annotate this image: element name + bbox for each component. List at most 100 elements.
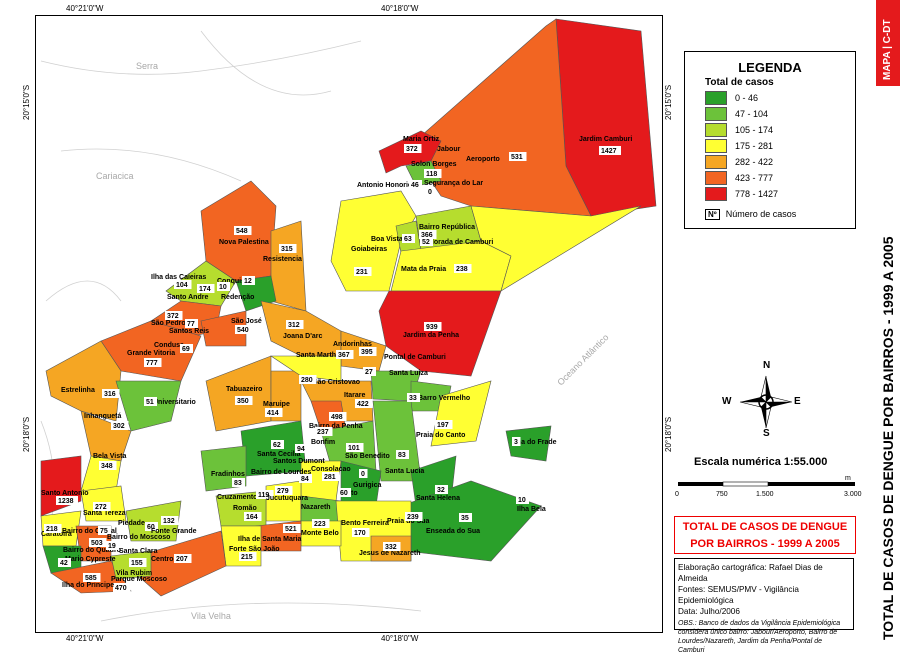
legend-num-row: Nº Número de casos [705, 206, 855, 222]
label-santa-cecilia: Santa Cecilia [257, 451, 301, 458]
label-bairro-de-lourdes: Bairro de Lourdes [251, 469, 311, 476]
case-count: 19 [108, 543, 116, 550]
credits-box: Elaboração cartográfica: Rafael Dias de … [674, 558, 854, 654]
case-count: 51 [146, 399, 154, 406]
case-count-box [144, 358, 162, 367]
case-count-box [404, 144, 422, 153]
label-ilha-de-santa-maria: Ilha de Santa Maria [238, 536, 302, 543]
legend-swatch [705, 91, 727, 105]
case-count-box [129, 558, 147, 567]
label-vila-velha: Vila Velha [191, 611, 231, 621]
label-praia-do-sua: Praia do Sua [387, 518, 430, 525]
label-bairro-do-cabral: Bairro do Cabral [62, 528, 117, 535]
label-barro-vermelho: Barro Vermelho [418, 395, 470, 402]
case-count-box [271, 440, 284, 449]
scale-tick-1: 750 [716, 491, 728, 498]
label-bonfim: Bonfim [311, 439, 335, 446]
case-count-box [424, 169, 442, 178]
case-count: 60 [340, 490, 348, 497]
case-count-box [235, 325, 253, 334]
case-count: 12 [244, 278, 252, 285]
case-count: 332 [385, 544, 397, 551]
case-count: 531 [511, 154, 523, 161]
case-count: 46 [411, 182, 419, 189]
compass-e: E [794, 396, 801, 407]
case-count-box [239, 552, 257, 561]
case-count: 366 [421, 232, 433, 239]
legend-swatch [705, 187, 727, 201]
legend-class-0: 0 - 46 [705, 90, 855, 106]
map-tag: MAPA | C-DT [882, 19, 893, 80]
case-count: 207 [176, 556, 188, 563]
case-count: 10 [518, 497, 526, 504]
label-piedade: Piedade [118, 520, 145, 527]
case-count-box [359, 347, 377, 356]
legend-subtitle: Total de casos [705, 77, 774, 88]
case-count-box [99, 461, 117, 470]
label-serra: Serra [136, 61, 158, 71]
case-count: 422 [357, 401, 369, 408]
case-count-box [83, 573, 101, 582]
case-count: 35 [461, 515, 469, 522]
case-count: 3 [514, 439, 518, 446]
num-symbol: Nº [705, 208, 720, 220]
case-count-box [98, 526, 111, 535]
case-count-box [355, 399, 373, 408]
case-count: 94 [297, 446, 305, 453]
label-goiabeiras: Goiabeiras [351, 246, 387, 253]
label-santa-helena: Santa Helena [416, 495, 460, 502]
case-count-box [275, 486, 293, 495]
case-count: 83 [234, 480, 242, 487]
case-count-box [346, 443, 364, 452]
case-count: 231 [356, 269, 368, 276]
label-jardim-da-penha: Jardim da Penha [403, 332, 459, 339]
case-count: 521 [285, 526, 297, 533]
case-count: 0 [361, 471, 365, 478]
label-jesus-de-nazareth: Jesus de Nazareth [359, 550, 420, 557]
case-count: 350 [237, 398, 249, 405]
case-count: 215 [241, 554, 253, 561]
scale-title: Escala numérica 1:55.000 [694, 456, 828, 468]
credits-author: Elaboração cartográfica: Rafael Dias de … [678, 563, 823, 583]
label-santos-reis: Santos Reis [169, 328, 209, 335]
case-count-box [111, 421, 129, 430]
case-count: 777 [146, 360, 158, 367]
coord-bottom-right: 40°18'0"W [381, 634, 419, 643]
case-count: 104 [176, 282, 188, 289]
label-conquista: Conquista [217, 278, 251, 285]
case-count-box [283, 524, 301, 533]
case-count: 77 [187, 321, 195, 328]
poly-tabuazeiro [205, 355, 272, 432]
case-count: 540 [237, 327, 249, 334]
case-count-box [244, 512, 262, 521]
label-ocean: Oceano Atlântico [555, 332, 610, 387]
case-count-box [113, 583, 131, 592]
num-label: Número de casos [725, 209, 797, 219]
case-count-box [161, 516, 179, 525]
case-count-box [509, 152, 527, 161]
case-count-box [336, 350, 354, 359]
case-count: 395 [361, 349, 373, 356]
case-count-box [174, 280, 192, 289]
label-boa-vista: Boa Vista [371, 236, 403, 243]
case-count: 60 [147, 524, 155, 531]
case-count-box [338, 488, 351, 497]
label-joana-d-arc: Joana D'arc [283, 333, 323, 340]
legend-swatch [705, 107, 727, 121]
case-count: 238 [456, 266, 468, 273]
compass-w: W [722, 396, 732, 407]
case-count: 316 [104, 391, 116, 398]
case-count: 32 [437, 487, 445, 494]
scale-tick-2: 1.500 [756, 491, 774, 498]
label-centro: Centro [151, 556, 174, 563]
poly-ilha-caieiras [165, 260, 237, 307]
case-count-box [354, 267, 372, 276]
label-ilha-do-principe: Ilha do Principe [62, 582, 114, 589]
label-monte-belo: Monte Belo [301, 530, 339, 537]
label-santa-martha: Santa Martha [296, 352, 340, 359]
legend-class-label: 778 - 1427 [735, 189, 779, 199]
poly-ilha-do-frade [505, 425, 552, 462]
map-svg: Serra Cariacica Vila Velha Oceano Atlânt… [40, 18, 657, 622]
legend-swatch [705, 155, 727, 169]
case-count: 63 [404, 236, 412, 243]
